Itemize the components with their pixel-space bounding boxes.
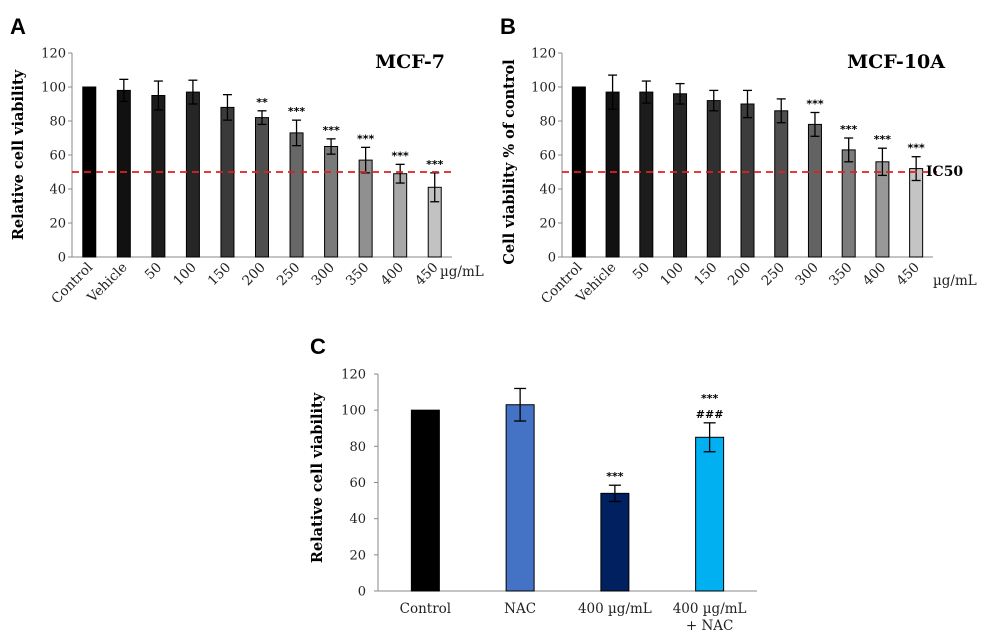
bar: [909, 168, 924, 258]
y-tick-label: 20: [349, 548, 366, 563]
panel-b: B MCF-10A Cell viability % of control 0 20 40…: [500, 14, 977, 307]
significance-label: ###: [696, 408, 724, 421]
significance-label: ***: [701, 392, 719, 405]
bar: [393, 173, 408, 258]
x-tick-label: 150: [691, 260, 721, 290]
ic50-label: IC50: [926, 164, 963, 180]
y-tick-label: 40: [349, 512, 366, 527]
x-tick-label: 400 µg/mL: [673, 601, 747, 617]
x-tick-label: 100: [657, 260, 687, 290]
y-tick-label: 0: [58, 251, 66, 266]
x-tick-label: 450: [412, 260, 442, 290]
unit-label: µg/mL: [440, 264, 484, 280]
y-tick-label: 120: [341, 368, 366, 383]
y-tick-label: 60: [349, 476, 366, 491]
bar: [116, 89, 131, 258]
y-axis-label: Relative cell viability: [309, 392, 326, 563]
bar: [410, 409, 440, 592]
bar: [289, 132, 304, 258]
significance-label: ***: [908, 142, 926, 155]
x-tick-label: 50: [142, 260, 165, 283]
bar: [639, 91, 654, 258]
significance-label: **: [256, 96, 268, 109]
panel-c: C Relative cell viability 0 20 40 60 80 100 120 *…: [309, 334, 757, 634]
y-tick-label: 80: [349, 440, 366, 455]
y-tick-label: 60: [49, 149, 66, 164]
x-tick-label: 150: [205, 260, 235, 290]
x-tick-label: 250: [274, 260, 304, 290]
y-tick-label: 40: [49, 183, 66, 198]
y-tick-label: 80: [539, 115, 556, 130]
bar: [740, 103, 755, 258]
y-tick-label: 100: [531, 81, 556, 96]
y-tick-label: 120: [41, 47, 66, 62]
bar: [185, 91, 200, 258]
x-tick-label: 200: [725, 260, 755, 290]
significance-label: ***: [288, 105, 306, 118]
bar: [706, 100, 721, 258]
x-tick-label: 400: [860, 260, 890, 290]
panel-letter: A: [10, 14, 26, 39]
y-tick-label: 100: [41, 81, 66, 96]
bar: [841, 149, 856, 258]
significance-label: ***: [322, 124, 340, 137]
y-tick-label: 0: [358, 585, 366, 600]
bar: [600, 492, 630, 592]
x-tick-label: 450: [893, 260, 923, 290]
y-tick-label: 20: [49, 217, 66, 232]
significance-label: ***: [874, 133, 892, 146]
bar: [605, 91, 620, 258]
bar: [673, 93, 688, 258]
y-tick-label: 100: [341, 404, 366, 419]
unit-label: µg/mL: [933, 273, 977, 289]
significance-label: ***: [840, 123, 858, 136]
bar: [220, 106, 235, 258]
y-tick-label: 120: [531, 47, 556, 62]
x-tick-label: 250: [759, 260, 789, 290]
y-tick-label: 0: [548, 251, 556, 266]
x-tick-label: 300: [792, 260, 822, 290]
x-tick-label: 400: [377, 260, 407, 290]
y-tick-label: 60: [539, 149, 556, 164]
x-tick-label: 350: [826, 260, 856, 290]
panel-a: A MCF-7 Relative cell viability 0 20 40 60 80 10…: [10, 14, 484, 307]
significance-label: ***: [392, 149, 410, 162]
bar: [695, 436, 725, 592]
x-tick-label: 300: [308, 260, 338, 290]
panel-letter: C: [310, 334, 326, 359]
x-tick-label: 200: [239, 260, 269, 290]
x-tick-label: 350: [343, 260, 373, 290]
bar: [505, 404, 535, 592]
bar: [774, 110, 789, 258]
bar: [875, 161, 890, 258]
x-tick-label: 100: [170, 260, 200, 290]
y-tick-label: 20: [539, 217, 556, 232]
bar: [807, 123, 822, 258]
y-axis-label: Relative cell viability: [10, 69, 27, 240]
y-tick-label: 40: [539, 183, 556, 198]
significance-label: ***: [606, 470, 624, 483]
x-tick-label: 400 µg/mL: [578, 601, 652, 617]
x-tick-label: NAC: [504, 601, 536, 617]
chart-title: MCF-10A: [847, 51, 945, 73]
bar: [358, 159, 373, 258]
x-tick-label: + NAC: [686, 618, 734, 634]
panel-letter: B: [500, 14, 516, 39]
y-tick-label: 80: [49, 115, 66, 130]
chart-title: MCF-7: [375, 51, 445, 73]
significance-label: ***: [426, 158, 444, 171]
bar: [151, 95, 166, 258]
x-tick-label: Control: [400, 601, 451, 617]
y-axis-label: Cell viability % of control: [501, 59, 518, 265]
bar: [324, 146, 339, 258]
bar: [255, 117, 269, 258]
significance-label: ***: [357, 132, 375, 145]
significance-label: ***: [806, 98, 824, 111]
x-tick-label: 50: [630, 260, 653, 283]
